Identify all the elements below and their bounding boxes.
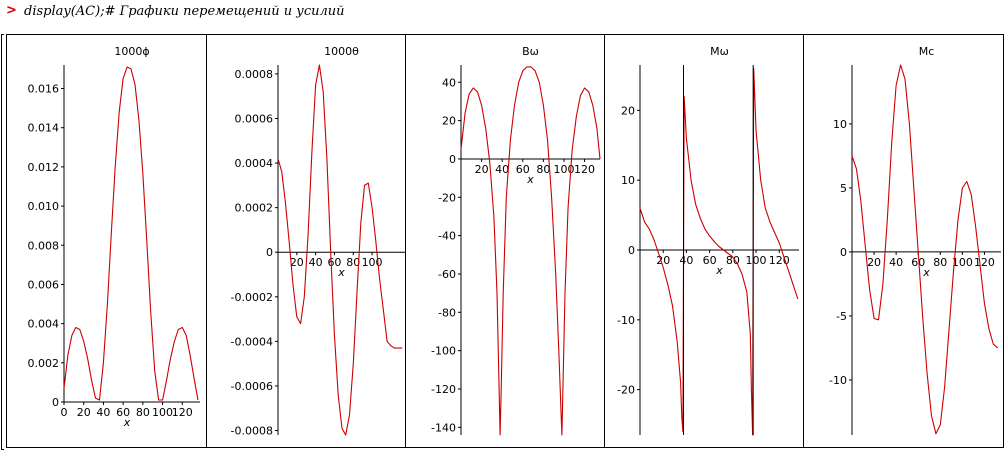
execution-group-bracket[interactable] — [1, 34, 4, 450]
y-tick-label: 0.016 — [28, 83, 60, 96]
x-tick-label: 80 — [726, 254, 740, 267]
y-tick-label: -100 — [431, 345, 456, 358]
data-curve — [63, 66, 199, 401]
y-tick-label: -0.0002 — [231, 291, 273, 304]
plot-panel-5[interactable]: Mc -10 -5 0 5 10 20 40 60 80 100 120 x — [803, 35, 1002, 447]
y-tick-label: 20 — [442, 115, 456, 128]
y-tick-label: -20 — [438, 191, 456, 204]
y-tick-label: 0.0002 — [235, 202, 274, 215]
y-tick-label: -0.0006 — [231, 380, 273, 393]
x-tick-label: 40 — [679, 254, 693, 267]
y-tick-label: 0.010 — [28, 200, 60, 213]
x-tick-label: 20 — [77, 406, 91, 419]
plot-title: Bω — [522, 45, 539, 58]
y-tick-label: 0.008 — [28, 239, 60, 252]
y-tick-label: -10 — [829, 374, 847, 387]
y-tick-label: -5 — [836, 310, 847, 323]
x-tick-label: 40 — [309, 256, 323, 269]
y-tick-label: -10 — [617, 314, 635, 327]
data-curve — [639, 67, 799, 436]
y-tick-label: 0.002 — [28, 357, 60, 370]
x-tick-label: 20 — [867, 256, 881, 269]
x-tick-label: 120 — [574, 163, 595, 176]
x-tick-label: 120 — [974, 256, 995, 269]
x-tick-label: 20 — [475, 163, 489, 176]
y-tick-label: 10 — [621, 174, 635, 187]
y-tick-label: 0 — [52, 396, 59, 409]
x-axis-label: x — [715, 264, 723, 277]
prompt-line[interactable]: > display(AC);# Графики перемещений и ус… — [0, 0, 1006, 26]
y-tick-label: 0.014 — [28, 122, 60, 135]
y-tick-label: 10 — [833, 118, 847, 131]
plot-panel-2[interactable]: 1000θ -0.0008 -0.0006 -0.0004 -0.0002 0 0.0002… — [206, 35, 406, 447]
x-tick-label: 20 — [290, 256, 304, 269]
command-text[interactable]: display(AC);# Графики перемещений и усил… — [24, 4, 345, 19]
x-tick-label: 40 — [889, 256, 903, 269]
plot-title: Mω — [710, 45, 729, 58]
plot-title: Mc — [919, 45, 935, 58]
y-tick-label: 0 — [449, 153, 456, 166]
x-tick-label: 20 — [656, 254, 670, 267]
plot-array[interactable]: 1000ϕ 0 0.002 0.004 0.006 0.008 0.010 0.012 0.01… — [6, 34, 1004, 448]
x-tick-label: 80 — [933, 256, 947, 269]
y-tick-label: 0.0008 — [235, 68, 274, 81]
y-tick-label: 0 — [266, 246, 273, 259]
y-tick-label: 5 — [840, 182, 847, 195]
y-tick-label: 0.0006 — [235, 112, 274, 125]
y-tick-label: -0.0008 — [231, 425, 273, 438]
x-tick-label: 100 — [952, 256, 973, 269]
x-tick-label: 60 — [516, 163, 530, 176]
y-tick-label: 0.006 — [28, 278, 60, 291]
x-tick-label: 100 — [152, 406, 173, 419]
y-tick-label: -120 — [431, 383, 456, 396]
data-curve — [460, 66, 601, 436]
data-curve — [277, 64, 403, 436]
x-tick-label: 40 — [495, 163, 509, 176]
x-axis-label: x — [526, 173, 534, 186]
y-tick-label: -20 — [617, 384, 635, 397]
y-tick-label: -140 — [431, 421, 456, 434]
x-tick-label: 40 — [96, 406, 110, 419]
x-tick-label: 100 — [362, 256, 383, 269]
x-tick-label: 120 — [172, 406, 193, 419]
y-tick-label: 0.004 — [28, 318, 60, 331]
plot-title: 1000ϕ — [114, 45, 149, 58]
x-axis-label: x — [922, 266, 930, 279]
plot-title: 1000θ — [324, 45, 359, 58]
prompt-chevron-icon: > — [6, 3, 17, 18]
x-tick-label: 80 — [536, 163, 550, 176]
y-tick-label: -40 — [438, 230, 456, 243]
x-tick-label: 100 — [746, 254, 767, 267]
y-tick-label: 20 — [621, 104, 635, 117]
y-tick-label: -60 — [438, 268, 456, 281]
x-tick-label: 80 — [346, 256, 360, 269]
x-axis-label: x — [123, 416, 131, 429]
x-tick-label: 80 — [136, 406, 150, 419]
x-tick-label: 60 — [703, 254, 717, 267]
x-tick-label: 0 — [61, 406, 68, 419]
y-tick-label: 40 — [442, 76, 456, 89]
y-tick-label: 0.012 — [28, 161, 60, 174]
x-tick-label: 100 — [553, 163, 574, 176]
x-tick-label: 60 — [116, 406, 130, 419]
y-tick-label: 0 — [628, 244, 635, 257]
y-tick-label: 0 — [840, 246, 847, 259]
y-tick-label: 0.0004 — [235, 157, 274, 170]
plots-svg: 1000ϕ 0 0.002 0.004 0.006 0.008 0.010 0.012 0.01… — [28, 35, 1002, 447]
x-axis-label: x — [337, 266, 345, 279]
y-tick-label: -80 — [438, 306, 456, 319]
data-curve — [851, 64, 999, 435]
plot-panel-1[interactable]: 1000ϕ 0 0.002 0.004 0.006 0.008 0.010 0.012 0.01… — [28, 45, 201, 429]
y-tick-label: -0.0004 — [231, 335, 273, 348]
x-tick-label: 60 — [911, 256, 925, 269]
